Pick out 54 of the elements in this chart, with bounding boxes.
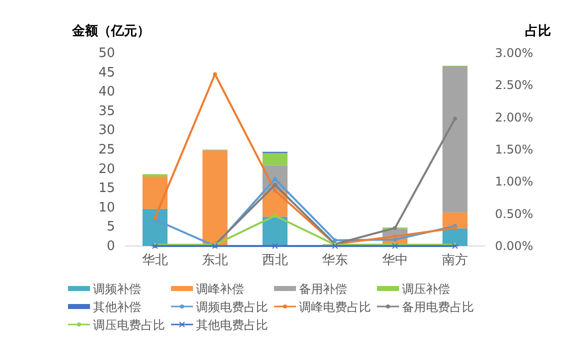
x-tick-label: 西北 xyxy=(262,253,288,268)
bar xyxy=(442,66,468,212)
legend-label: 其他补偿 xyxy=(93,300,141,314)
x-tick-label: 华中 xyxy=(382,253,408,268)
legend-label: 调峰电费占比 xyxy=(299,300,371,314)
y-tick-label: 5 xyxy=(106,220,115,235)
bar xyxy=(262,216,288,246)
legend-label: 调压电费占比 xyxy=(93,318,165,332)
y-tick-label: 25 xyxy=(98,142,115,158)
bar xyxy=(142,174,168,177)
y-tick-label: 45 xyxy=(98,65,115,80)
y2-tick-label: 2.50% xyxy=(495,78,534,92)
legend-label: 其他电费占比 xyxy=(196,318,268,332)
legend-label: 调频电费占比 xyxy=(196,300,268,314)
bar xyxy=(262,152,288,166)
y2-tick-label: 3.00% xyxy=(495,46,534,60)
y-tick-label: 30 xyxy=(98,123,115,138)
point xyxy=(273,188,277,193)
point xyxy=(271,243,279,249)
y-tick-label: 35 xyxy=(98,104,115,119)
x-tick-label: 华北 xyxy=(142,253,168,268)
legend-label: 调频补偿 xyxy=(93,282,141,296)
point xyxy=(393,238,397,242)
bar xyxy=(442,212,468,228)
bar xyxy=(142,176,168,209)
point xyxy=(393,226,397,230)
y-tick-label: 10 xyxy=(98,200,115,216)
legend-label: 备用补偿 xyxy=(299,282,347,296)
x-tick-label: 华东 xyxy=(322,253,348,268)
point xyxy=(333,238,337,242)
bar xyxy=(202,150,228,246)
point xyxy=(273,182,277,187)
legend-label: 调峰补偿 xyxy=(196,282,244,296)
y-tick-label: 15 xyxy=(98,181,115,196)
x-tick-label: 东北 xyxy=(202,253,228,268)
y-axis-title: 金额（亿元） xyxy=(71,23,150,39)
y2-tick-label: 0.50% xyxy=(495,206,534,221)
point xyxy=(453,116,457,121)
point xyxy=(273,177,277,182)
legend-label: 调压补偿 xyxy=(402,282,450,296)
y2-tick-label: 1.50% xyxy=(495,142,534,156)
y2-axis-title: 占比 xyxy=(525,24,551,39)
y2-tick-label: 1.00% xyxy=(495,174,534,189)
y-tick-label: 0 xyxy=(106,239,115,254)
y-tick-label: 20 xyxy=(98,162,115,177)
y-tick-label: 40 xyxy=(98,84,115,100)
y2-tick-label: 2.00% xyxy=(495,110,534,124)
point xyxy=(213,72,217,76)
y2-tick-label: 0.00% xyxy=(495,239,534,253)
legend-label: 备用电费占比 xyxy=(402,300,474,314)
y-tick-label: 50 xyxy=(98,46,115,61)
x-tick-label: 南方 xyxy=(442,252,468,268)
point xyxy=(393,234,397,238)
point xyxy=(273,214,277,218)
